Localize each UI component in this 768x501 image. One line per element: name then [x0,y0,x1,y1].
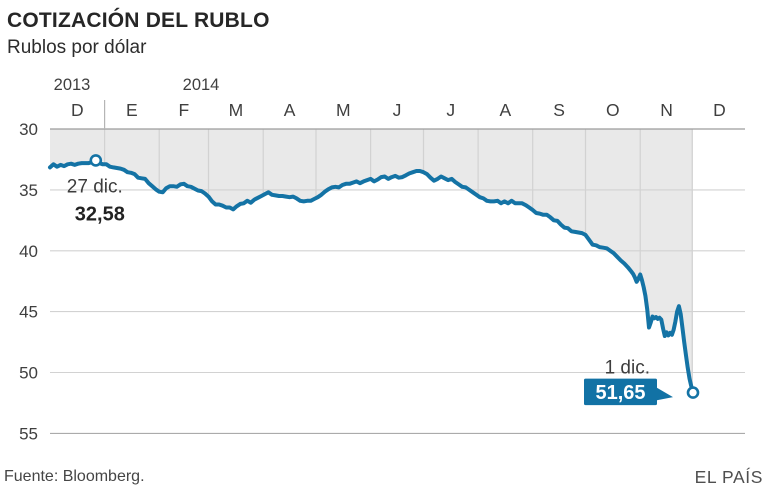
data-source-credit: Fuente: Bloomberg. [4,468,145,485]
area-fill [50,129,693,393]
publisher-logo-text: EL PAÍS [694,467,763,487]
x-axis-month-label: A [500,100,512,120]
x-axis-year-label: 2014 [183,76,220,94]
x-axis-month-label: O [606,100,620,120]
annotation-marker [89,154,103,167]
annotation-callout-box [584,378,657,406]
y-axis-label: 35 [19,181,38,200]
y-axis-label: 40 [19,242,38,261]
x-axis-month-label: F [179,100,190,120]
annotation-value-label: 51,65 [595,382,645,404]
x-axis-month-label: A [284,100,296,120]
x-axis-month-label: M [229,100,244,120]
x-axis-month-label: D [713,100,726,120]
chart-units-subtitle: Rublos por dólar [7,37,147,58]
page-title: COTIZACIÓN DEL RUBLO [7,9,270,32]
x-axis-month-label: M [336,100,351,120]
x-axis-month-label: J [393,100,402,120]
series-line [48,158,695,395]
y-axis-label: 30 [19,120,38,139]
annotation-date-label: 1 dic. [605,358,650,379]
annotation-date-label: 27 dic. [67,176,123,197]
annotation-marker [686,386,700,399]
x-axis-month-label: S [553,100,565,120]
x-axis-month-label: N [660,100,673,120]
y-axis-label: 55 [19,424,38,443]
x-axis-month-label: E [126,100,138,120]
y-axis-label: 45 [19,303,38,322]
annotation-value-label: 32,58 [75,203,125,225]
x-axis-year-label: 2013 [54,76,91,94]
x-axis-month-label: J [446,100,455,120]
x-axis-month-label: D [71,100,84,120]
annotation-callout-pointer [655,386,673,401]
y-axis-label: 50 [19,364,38,383]
